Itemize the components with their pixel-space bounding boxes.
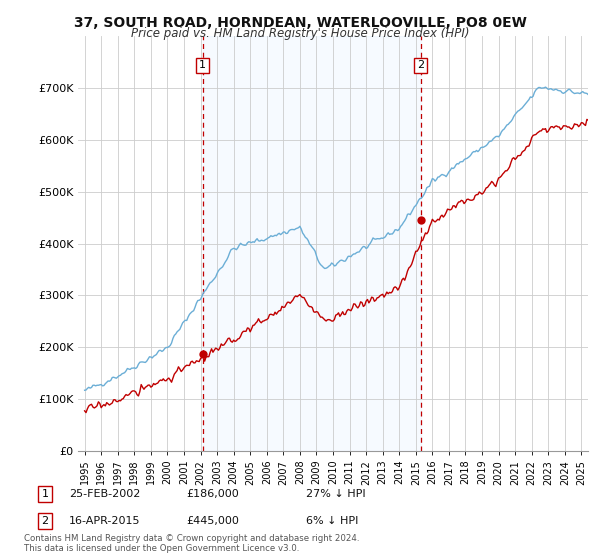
Text: 2: 2 [41,516,49,526]
Text: 6% ↓ HPI: 6% ↓ HPI [306,516,358,526]
Text: £445,000: £445,000 [186,516,239,526]
Text: 2: 2 [417,60,424,71]
Text: 16-APR-2015: 16-APR-2015 [69,516,140,526]
Text: 25-FEB-2002: 25-FEB-2002 [69,489,140,499]
Text: Price paid vs. HM Land Registry's House Price Index (HPI): Price paid vs. HM Land Registry's House … [131,27,469,40]
Text: 27% ↓ HPI: 27% ↓ HPI [306,489,365,499]
Text: Contains HM Land Registry data © Crown copyright and database right 2024.
This d: Contains HM Land Registry data © Crown c… [24,534,359,553]
Text: £186,000: £186,000 [186,489,239,499]
Bar [203,36,421,451]
Text: 1: 1 [199,60,206,71]
Text: 1: 1 [41,489,49,499]
Text: 37, SOUTH ROAD, HORNDEAN, WATERLOOVILLE, PO8 0EW: 37, SOUTH ROAD, HORNDEAN, WATERLOOVILLE,… [74,16,526,30]
